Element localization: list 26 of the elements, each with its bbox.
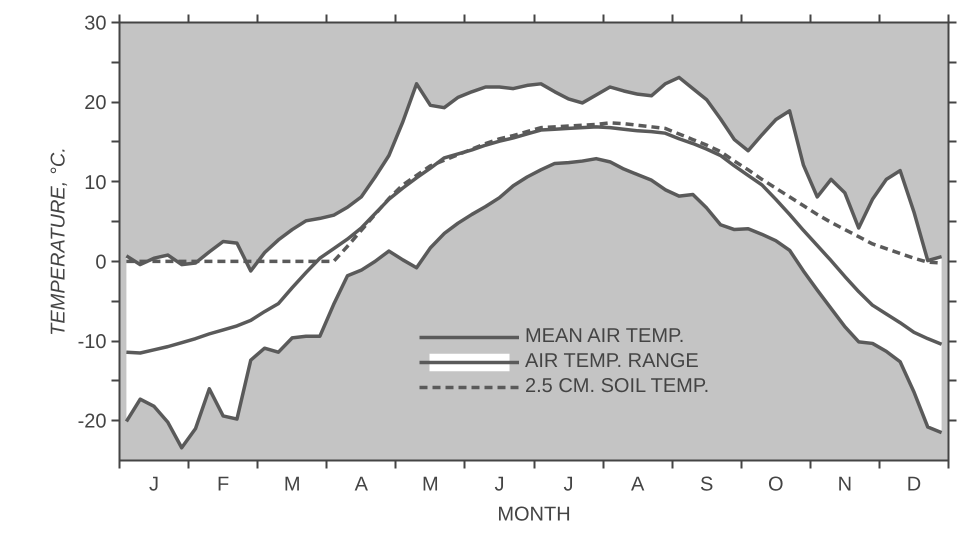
x-tick-label: O [768, 474, 784, 496]
y-tick-label: 30 [84, 12, 107, 34]
legend-label: MEAN AIR TEMP. [525, 325, 684, 348]
x-tick-label: A [354, 474, 369, 496]
x-tick-label: J [564, 474, 574, 496]
x-axis-title: MONTH [497, 504, 571, 526]
y-axis-title: TEMPERATURE, °C. [48, 147, 70, 336]
x-tick-label: M [422, 474, 439, 496]
x-tick-label: N [838, 474, 852, 496]
y-tick-label: -20 [78, 410, 106, 433]
x-tick-label: A [630, 474, 645, 496]
line-series [124, 125, 944, 355]
legend-label: AIR TEMP. RANGE [525, 350, 699, 373]
x-tick-label: J [149, 474, 160, 496]
y-tick-label: 10 [84, 172, 107, 194]
y-tick-label: -10 [78, 331, 106, 354]
x-tick-label: J [494, 474, 504, 496]
x-tick-label: D [906, 474, 922, 496]
line-series [124, 156, 944, 450]
x-tick-label: F [217, 474, 230, 496]
y-tick-label: 0 [95, 251, 106, 274]
x-tick-label: M [284, 474, 301, 496]
x-tick-label: S [700, 474, 714, 496]
line-series [124, 76, 944, 273]
y-tick-label: 20 [84, 92, 107, 114]
legend-label: 2.5 CM. SOIL TEMP. [525, 375, 710, 398]
